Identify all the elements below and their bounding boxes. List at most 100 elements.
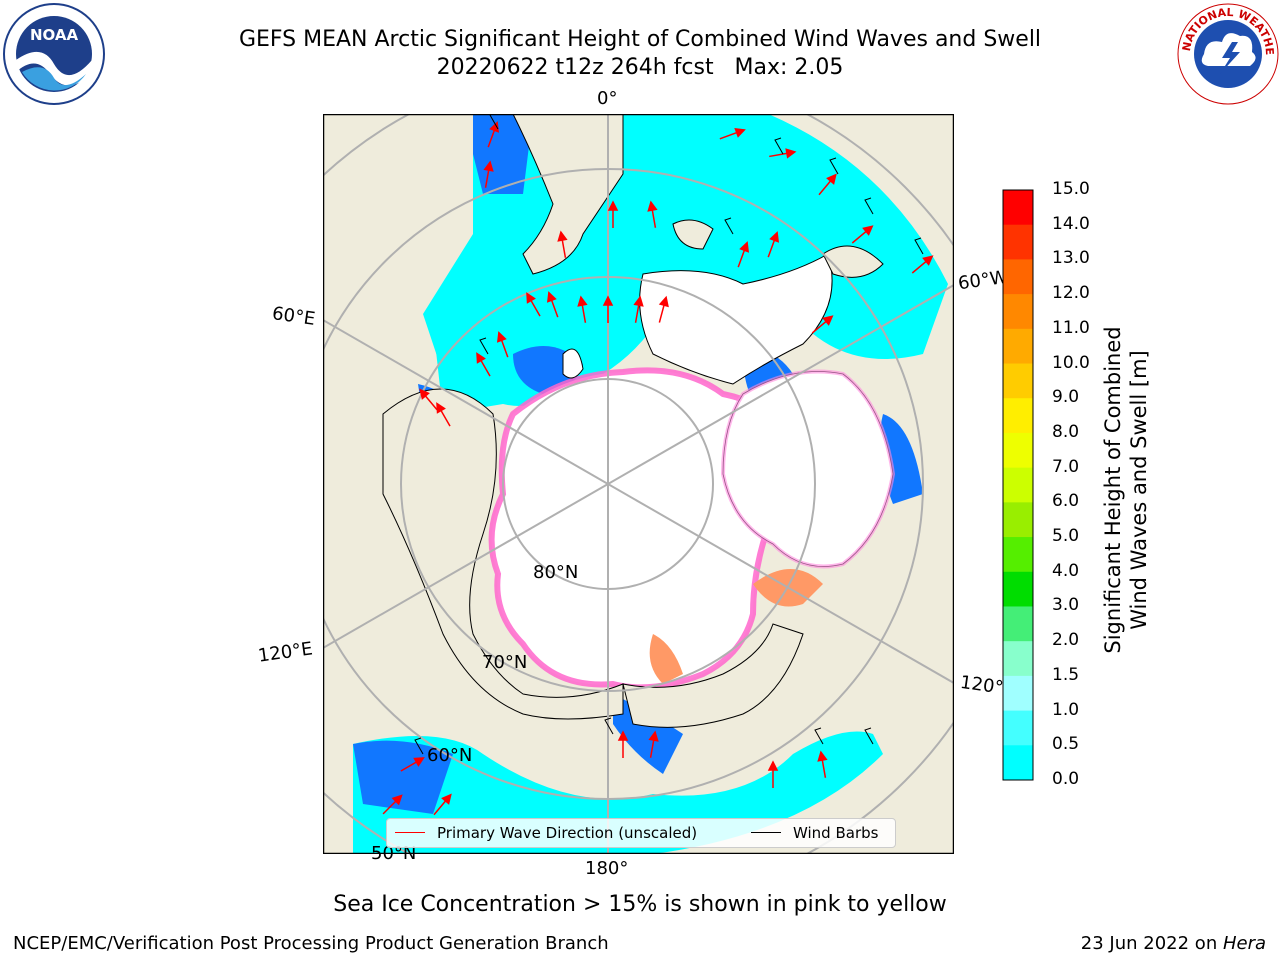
wind-barb [814, 727, 824, 745]
map-panel [322, 113, 955, 855]
map-frame [322, 113, 955, 855]
wind-barb [479, 337, 489, 355]
wave-arrow [633, 295, 644, 323]
colorbar-tick-label: 0.0 [1052, 769, 1080, 789]
legend-barb-swatch [751, 832, 781, 833]
ocean-pacific-deep [353, 740, 453, 814]
colorbar-swatch [1003, 363, 1033, 399]
wave-arrow [737, 241, 750, 268]
label-lat-80: 80°N [533, 562, 579, 583]
colorbar-label-line2: Wind Waves and Swell [m] [1127, 350, 1151, 630]
colorbar-tick-label: 1.5 [1052, 664, 1080, 685]
label-lat-70: 70°N [482, 652, 528, 673]
colorbar-swatch [1003, 259, 1033, 295]
colorbar-tick-label: 7.0 [1052, 456, 1080, 477]
colorbar-swatch [1003, 398, 1033, 434]
legend-wave-swatch [395, 832, 425, 833]
colorbar-tick-label: 12.0 [1052, 283, 1090, 304]
colorbar-swatch [1003, 537, 1033, 573]
wave-arrow [433, 793, 452, 816]
colorbar-tick-label: 10.0 [1052, 352, 1090, 373]
wave-arrow [648, 730, 659, 758]
colorbar-tick-label: 1.0 [1052, 699, 1080, 720]
scandinavia [512, 114, 624, 275]
wave-arrow [577, 295, 588, 323]
wind-barb [774, 137, 784, 155]
wind-barbs [414, 114, 924, 755]
wave-arrow [602, 295, 614, 323]
russia-coast [382, 388, 624, 720]
wave-arrow [658, 295, 669, 323]
wave-arrow [647, 200, 658, 228]
map-title: GEFS MEAN Arctic Significant Height of C… [140, 26, 1140, 82]
colorbar-tick-label: 2.0 [1052, 630, 1080, 651]
wave-arrow [400, 757, 425, 772]
wave-arrow [769, 148, 797, 159]
colorbar-tick-label: 3.0 [1052, 595, 1080, 616]
colorbar-swatch [1003, 710, 1033, 746]
wave-arrow [811, 315, 834, 334]
noaa-logo: NOAA [3, 3, 105, 105]
sea-ice-caption: Sea Ice Concentration > 15% is shown in … [333, 892, 947, 917]
wave-arrow [436, 402, 451, 427]
wave-arrow [767, 760, 779, 788]
wind-barb [724, 217, 734, 235]
map-legend: Primary Wave Direction (unscaled) Wind B… [386, 818, 896, 848]
label-lat-50: 50°N [371, 843, 417, 864]
colorbar-swatch [1003, 224, 1033, 260]
colorbar-swatch [1003, 641, 1033, 677]
colorbar-tick-label: 5.0 [1052, 526, 1080, 547]
colorbar-swatch [1003, 432, 1033, 469]
canadian-archipelago-edge [720, 369, 896, 569]
colorbar-tick-label: 8.0 [1052, 421, 1080, 442]
nws-logo: NATIONAL WEATHER SERVICE [1176, 2, 1279, 105]
wind-barb [829, 157, 839, 175]
noaa-logo-text: NOAA [30, 26, 79, 44]
wave-arrow [817, 750, 828, 778]
footer-host: Hera [1222, 933, 1266, 954]
polar-map [322, 113, 955, 855]
colorbar [1002, 189, 1034, 781]
label-lon-0: 0° [597, 88, 618, 109]
colorbar-tick-label: 14.0 [1052, 213, 1090, 234]
title-line-2: 20220622 t12z 264h fcst Max: 2.05 [436, 55, 844, 80]
colorbar-swatch [1003, 502, 1033, 538]
wind-barb [864, 727, 874, 745]
label-lon-120e: 120°E [256, 638, 314, 667]
wave-direction-arrows [382, 121, 934, 816]
legend-barb-label: Wind Barbs [793, 824, 879, 842]
wind-barb [414, 737, 424, 755]
colorbar-swatch [1003, 675, 1033, 712]
label-lon-60e: 60°E [270, 303, 317, 330]
ice-edge-orange [649, 634, 683, 684]
colorbar-frame [1002, 189, 1034, 781]
colorbar-swatch [1003, 328, 1033, 365]
label-lon-180: 180° [585, 858, 629, 879]
title-line-1: GEFS MEAN Arctic Significant Height of C… [238, 27, 1042, 52]
wave-arrow [767, 231, 780, 258]
wave-arrow [476, 352, 491, 377]
ocean-barents [433, 274, 683, 414]
ice-edge [488, 367, 807, 691]
wind-barb [604, 717, 614, 735]
colorbar-tick-label: 9.0 [1052, 387, 1080, 408]
wave-arrow [719, 127, 746, 140]
wind-barb [914, 237, 924, 255]
colorbar-swatch [1003, 190, 1033, 226]
legend-wave-label: Primary Wave Direction (unscaled) [437, 824, 698, 842]
colorbar-swatch [1003, 606, 1033, 642]
colorbar-tick-label: 15.0 [1052, 179, 1090, 199]
colorbar-tick-label: 11.0 [1052, 317, 1090, 338]
colorbar-tick-label: 6.0 [1052, 491, 1080, 512]
colorbar-swatch [1003, 745, 1033, 781]
wave-arrow [617, 730, 629, 758]
wave-arrow [382, 794, 403, 815]
wave-arrow [419, 388, 438, 411]
wave-arrow [911, 255, 934, 274]
wave-arrow [546, 291, 559, 318]
svalbard [672, 219, 714, 250]
wave-arrow [483, 160, 494, 188]
footer-date: 23 Jun 2022 on Hera [1081, 933, 1266, 954]
label-lat-60: 60°N [427, 745, 473, 766]
greenland [639, 253, 833, 385]
